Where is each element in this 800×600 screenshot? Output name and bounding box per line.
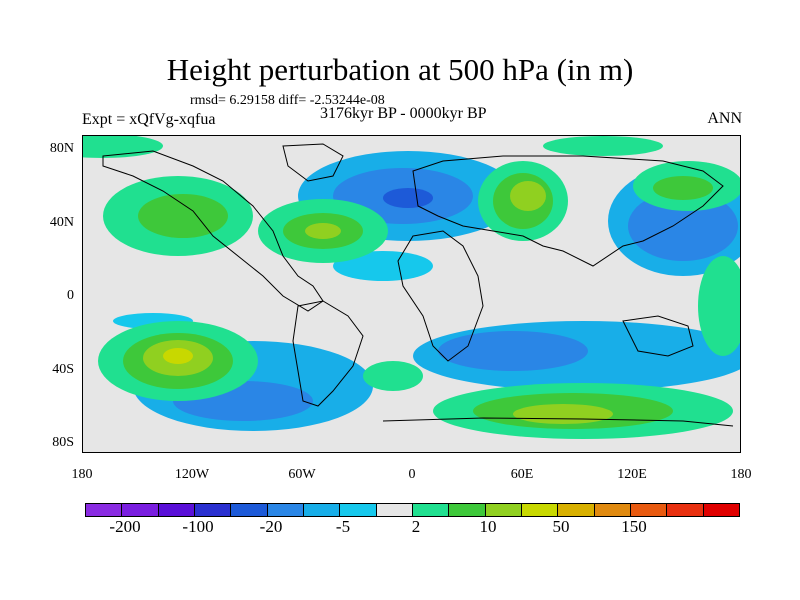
- coastlines: [102, 143, 734, 427]
- colorbar-swatch: [267, 504, 304, 516]
- lon-label-0: 0: [408, 467, 416, 482]
- positive-anomalies: [83, 136, 740, 439]
- colorbar-swatch: [122, 504, 159, 516]
- colorbar-swatch: [667, 504, 704, 516]
- colorbar-swatch: [194, 504, 232, 516]
- period-label: 3176kyr BP - 0000kyr BP: [320, 105, 487, 122]
- colorbar-swatch: [630, 504, 668, 516]
- colorbar-label: -200: [109, 517, 141, 536]
- lat-label-80n: 80N: [49, 141, 74, 156]
- lat-label-0: 0: [67, 288, 74, 303]
- colorbar-swatch: [303, 504, 341, 516]
- lat-label-40s: 40S: [52, 362, 74, 377]
- colorbar-swatch: [594, 504, 631, 516]
- lon-label-180e: 180: [730, 467, 752, 482]
- colorbar-label: 150: [621, 517, 647, 536]
- lon-label-180w: 180: [71, 467, 93, 482]
- colorbar-swatch: [485, 504, 522, 516]
- plot-title: Height perturbation at 500 hPa (in m): [166, 52, 634, 87]
- colorbar-label: -5: [335, 517, 351, 536]
- perturbation-field: [83, 136, 740, 439]
- colorbar-swatch: [703, 504, 739, 516]
- colorbar-swatch: [231, 504, 268, 516]
- colorbar-swatch: [376, 504, 413, 516]
- rmsd-diff-stats: rmsd= 6.29158 diff= -2.53244e-08: [190, 93, 385, 108]
- lon-label-120w: 120W: [174, 467, 210, 482]
- map-panel: [82, 135, 741, 453]
- experiment-label: Expt = xQfVg-xqfua: [82, 111, 216, 128]
- colorbar-label: -20: [259, 517, 283, 536]
- colorbar-swatch: [158, 504, 195, 516]
- colorbar-swatch: [86, 504, 123, 516]
- colorbar-label: 10: [479, 517, 497, 536]
- colorbar-swatch: [449, 504, 486, 516]
- lat-label-40n: 40N: [49, 215, 74, 230]
- colorbar-label: 50: [552, 517, 570, 536]
- colorbar-label: 2: [411, 517, 421, 536]
- colorbar-swatch: [412, 504, 450, 516]
- colorbar: [85, 503, 740, 517]
- colorbar-label: -100: [182, 517, 214, 536]
- colorbar-swatch: [521, 504, 559, 516]
- season-label: ANN: [707, 110, 742, 127]
- colorbar-swatch: [558, 504, 595, 516]
- lat-label-80s: 80S: [52, 435, 74, 450]
- colorbar-swatch: [340, 504, 377, 516]
- lon-label-120e: 120E: [617, 467, 647, 482]
- lon-label-60w: 60W: [288, 467, 316, 482]
- lon-label-60e: 60E: [510, 467, 534, 482]
